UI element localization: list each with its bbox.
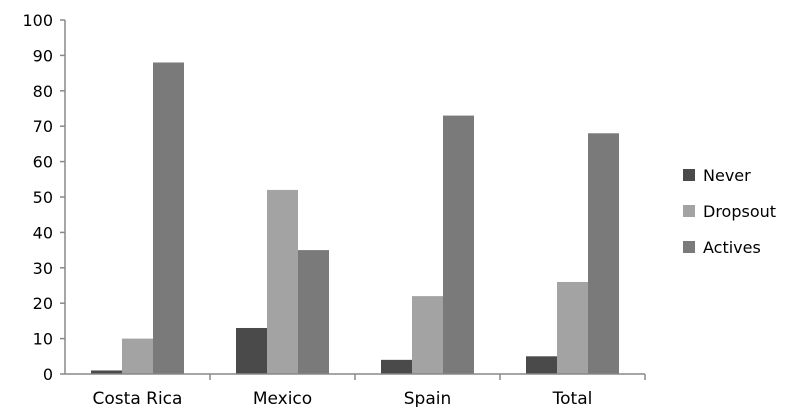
y-tick-label: 60 — [33, 153, 53, 172]
y-tick-label: 30 — [33, 259, 53, 278]
y-tick-label: 80 — [33, 82, 53, 101]
legend-swatch-dropsout — [683, 205, 695, 217]
bar-dropsout-mexico — [267, 189, 298, 374]
y-tick-label: 70 — [33, 117, 53, 136]
legend-label-actives: Actives — [703, 238, 761, 257]
legend-swatch-actives — [683, 241, 695, 253]
y-tick-label: 10 — [33, 330, 53, 349]
y-tick-label: 100 — [22, 11, 53, 30]
y-tick-label: 50 — [33, 188, 53, 207]
x-tick-label: Total — [552, 389, 593, 407]
bar-dropsout-total — [557, 281, 588, 374]
bar-never-costa-rica — [91, 370, 122, 374]
legend-label-dropsout: Dropsout — [703, 202, 776, 221]
legend-swatch-never — [683, 169, 695, 181]
bar-actives-spain — [443, 115, 474, 374]
bar-actives-mexico — [298, 250, 329, 374]
bar-dropsout-spain — [412, 296, 443, 374]
y-tick-label: 40 — [33, 223, 53, 242]
x-axis-ticks: Costa Rica Mexico Spain Total — [93, 374, 646, 409]
bar-actives-costa-rica — [153, 62, 184, 374]
y-axis-ticks: 0 10 20 30 40 50 60 70 80 90 100 — [22, 11, 65, 384]
x-tick-label: Mexico — [253, 389, 312, 407]
x-tick-label: Spain — [404, 389, 452, 407]
y-tick-label: 20 — [33, 294, 53, 313]
bar-actives-total — [588, 133, 619, 374]
x-tick-label: Costa Rica — [93, 389, 183, 407]
bar-dropsout-costa-rica — [122, 338, 153, 374]
legend: Never Dropsout Actives — [683, 166, 776, 257]
bar-never-spain — [381, 359, 412, 374]
bars-group — [91, 62, 619, 374]
y-tick-label: 90 — [33, 46, 53, 65]
legend-label-never: Never — [703, 166, 751, 185]
y-tick-label: 0 — [43, 365, 53, 384]
bar-never-mexico — [236, 327, 267, 374]
bar-never-total — [526, 356, 557, 374]
